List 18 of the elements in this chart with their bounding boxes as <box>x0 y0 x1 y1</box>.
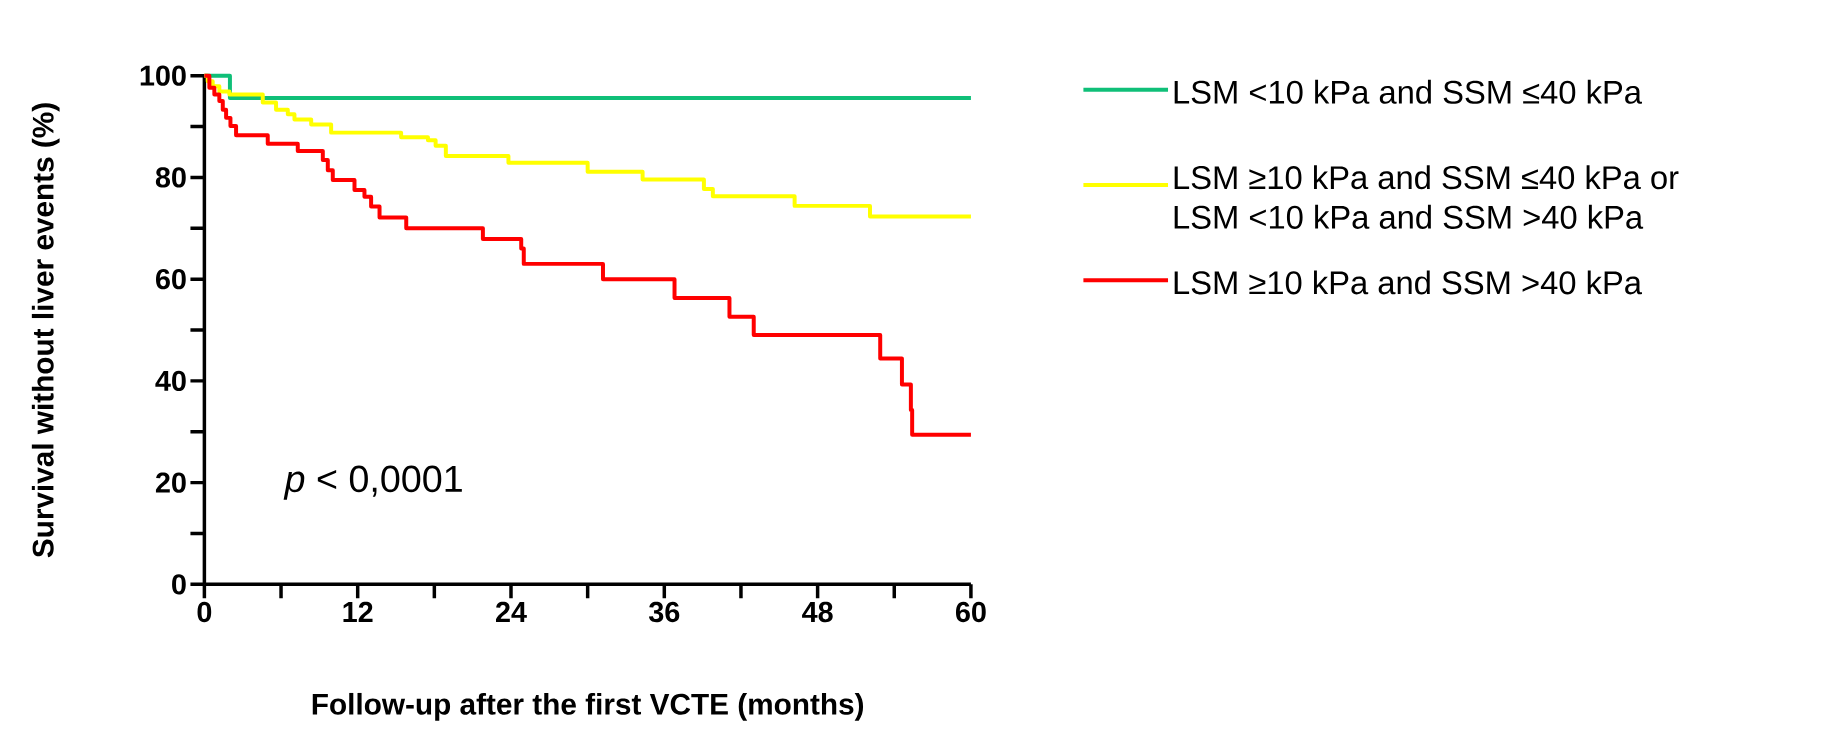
annotation: p < 0,0001 <box>283 465 462 500</box>
x-tick-label: 0 <box>197 601 212 623</box>
x-tick-label: 12 <box>343 601 373 623</box>
y-tick-label: 40 <box>155 370 186 392</box>
y-tick-label: 80 <box>155 167 186 188</box>
y-tick-label: 0 <box>172 574 186 595</box>
y-tick-label: 60 <box>156 269 186 290</box>
y-axis-title: Survival without liver events (%) <box>31 103 60 558</box>
x-tick-label: 24 <box>496 601 527 623</box>
x-tick-label: 48 <box>802 601 833 623</box>
legend-label: LSM <10 kPa and SSM ≤40 kPa <box>1174 79 1642 105</box>
x-tick-label: 60 <box>955 601 986 623</box>
x-tick-label: 36 <box>648 601 680 623</box>
legend-label: LSM ≥10 kPa and SSM ≤40 kPa or LSM <10 kPa and SSM >40 kPa <box>1174 165 1679 230</box>
y-tick-label: 20 <box>155 472 186 493</box>
y-tick-label: 100 <box>140 65 186 86</box>
x-axis-title: Follow-up after the first VCTE (months) <box>312 693 864 721</box>
legend-label: LSM ≥10 kPa and SSM >40 kPa <box>1174 270 1642 295</box>
